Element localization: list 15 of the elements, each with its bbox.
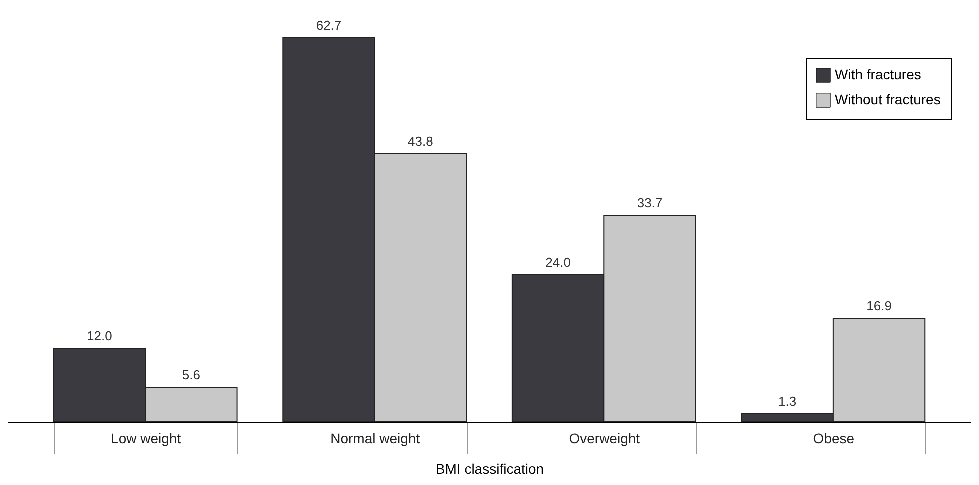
- data-label: 1.3: [778, 394, 797, 410]
- data-label: 33.7: [637, 196, 663, 211]
- x-axis-title: BMI classification: [436, 461, 544, 477]
- x-tick-label: Normal weight: [330, 430, 420, 446]
- legend-label: With fractures: [835, 66, 922, 82]
- data-label: 24.0: [546, 255, 571, 270]
- data-label: 43.8: [408, 134, 434, 149]
- data-label: 62.7: [316, 18, 342, 33]
- x-tick-label: Obese: [813, 430, 855, 446]
- data-label: 5.6: [182, 368, 200, 383]
- x-tick-label: Overweight: [569, 430, 640, 446]
- data-label: 12.0: [87, 328, 112, 344]
- data-label: 16.9: [866, 298, 892, 314]
- legend-label: Without fractures: [835, 92, 941, 108]
- x-tick-label: Low weight: [111, 430, 182, 446]
